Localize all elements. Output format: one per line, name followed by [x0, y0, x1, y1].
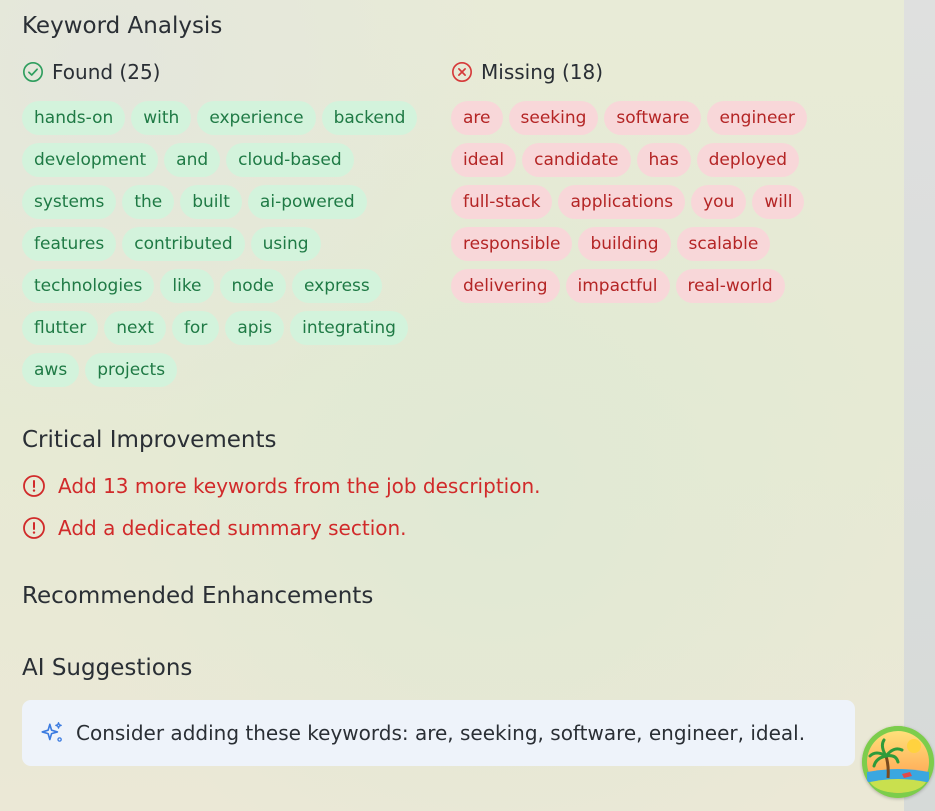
found-keyword-chip: the	[122, 185, 175, 219]
missing-keyword-chip: engineer	[707, 101, 807, 135]
missing-keyword-chip: applications	[558, 185, 686, 219]
ai-suggestion-text: Consider adding these keywords: are, see…	[76, 721, 806, 745]
found-keyword-chip: backend	[321, 101, 418, 135]
found-keyword-chip: aws	[22, 353, 80, 387]
assistant-avatar-button[interactable]	[862, 726, 934, 798]
missing-keyword-list: are seeking software engineer ideal candidate…	[451, 101, 821, 303]
alert-circle-icon	[23, 475, 45, 497]
critical-item-text: Add 13 more keywords from the job descri…	[58, 474, 541, 498]
found-keyword-chip: contributed	[122, 227, 245, 261]
found-label: Found (25)	[52, 60, 161, 84]
x-circle-icon	[452, 62, 472, 82]
missing-keyword-chip: responsible	[451, 227, 573, 261]
ai-suggestion-card: Consider adding these keywords: are, see…	[22, 700, 855, 766]
found-keyword-chip: experience	[197, 101, 316, 135]
found-keyword-chip: cloud-based	[226, 143, 354, 177]
keyword-analysis-title: Keyword Analysis	[22, 13, 223, 39]
missing-keyword-chip: impactful	[565, 269, 670, 303]
critical-item: Add a dedicated summary section.	[22, 516, 407, 540]
found-keyword-chip: node	[219, 269, 286, 303]
missing-keyword-chip: real-world	[675, 269, 785, 303]
missing-keyword-chip: deployed	[696, 143, 800, 177]
check-circle-icon	[23, 62, 43, 82]
found-keyword-chip: features	[22, 227, 117, 261]
found-keyword-chip: flutter	[22, 311, 99, 345]
missing-keyword-chip: ideal	[451, 143, 517, 177]
missing-label: Missing (18)	[481, 60, 603, 84]
critical-improvements-title: Critical Improvements	[22, 427, 277, 453]
scrollbar-track[interactable]	[904, 0, 935, 811]
found-keyword-chip: technologies	[22, 269, 155, 303]
missing-keyword-chip: delivering	[451, 269, 560, 303]
found-keyword-chip: using	[250, 227, 321, 261]
alert-circle-icon	[23, 517, 45, 539]
found-keyword-chip: for	[171, 311, 220, 345]
missing-keyword-chip: seeking	[508, 101, 599, 135]
found-header: Found (25)	[22, 60, 161, 84]
missing-keyword-chip: will	[752, 185, 805, 219]
missing-header: Missing (18)	[451, 60, 603, 84]
found-keyword-chip: like	[160, 269, 214, 303]
found-keyword-chip: with	[131, 101, 192, 135]
found-keyword-chip: built	[180, 185, 242, 219]
missing-keyword-chip: full-stack	[451, 185, 553, 219]
found-keyword-chip: express	[291, 269, 382, 303]
found-keyword-chip: ai-powered	[247, 185, 367, 219]
beach-palm-icon	[862, 726, 934, 798]
found-keyword-list: hands-on with experience backend development…	[22, 101, 427, 387]
critical-item-text: Add a dedicated summary section.	[58, 516, 407, 540]
missing-keyword-chip: you	[691, 185, 747, 219]
found-keyword-chip: projects	[85, 353, 178, 387]
found-keyword-chip: development	[22, 143, 159, 177]
missing-keyword-chip: are	[451, 101, 503, 135]
found-keyword-chip: systems	[22, 185, 117, 219]
critical-item: Add 13 more keywords from the job descri…	[22, 474, 540, 498]
missing-keyword-chip: building	[578, 227, 671, 261]
found-keyword-chip: integrating	[290, 311, 408, 345]
sparkles-icon	[41, 722, 62, 742]
missing-keyword-chip: software	[604, 101, 702, 135]
ai-suggestions-title: AI Suggestions	[22, 655, 193, 681]
missing-keyword-chip: candidate	[522, 143, 631, 177]
missing-keyword-chip: scalable	[676, 227, 771, 261]
found-keyword-chip: hands-on	[22, 101, 126, 135]
page-background	[0, 0, 905, 811]
recommended-enhancements-title: Recommended Enhancements	[22, 583, 374, 609]
found-keyword-chip: next	[104, 311, 166, 345]
found-keyword-chip: apis	[225, 311, 285, 345]
missing-keyword-chip: has	[636, 143, 691, 177]
found-keyword-chip: and	[164, 143, 221, 177]
